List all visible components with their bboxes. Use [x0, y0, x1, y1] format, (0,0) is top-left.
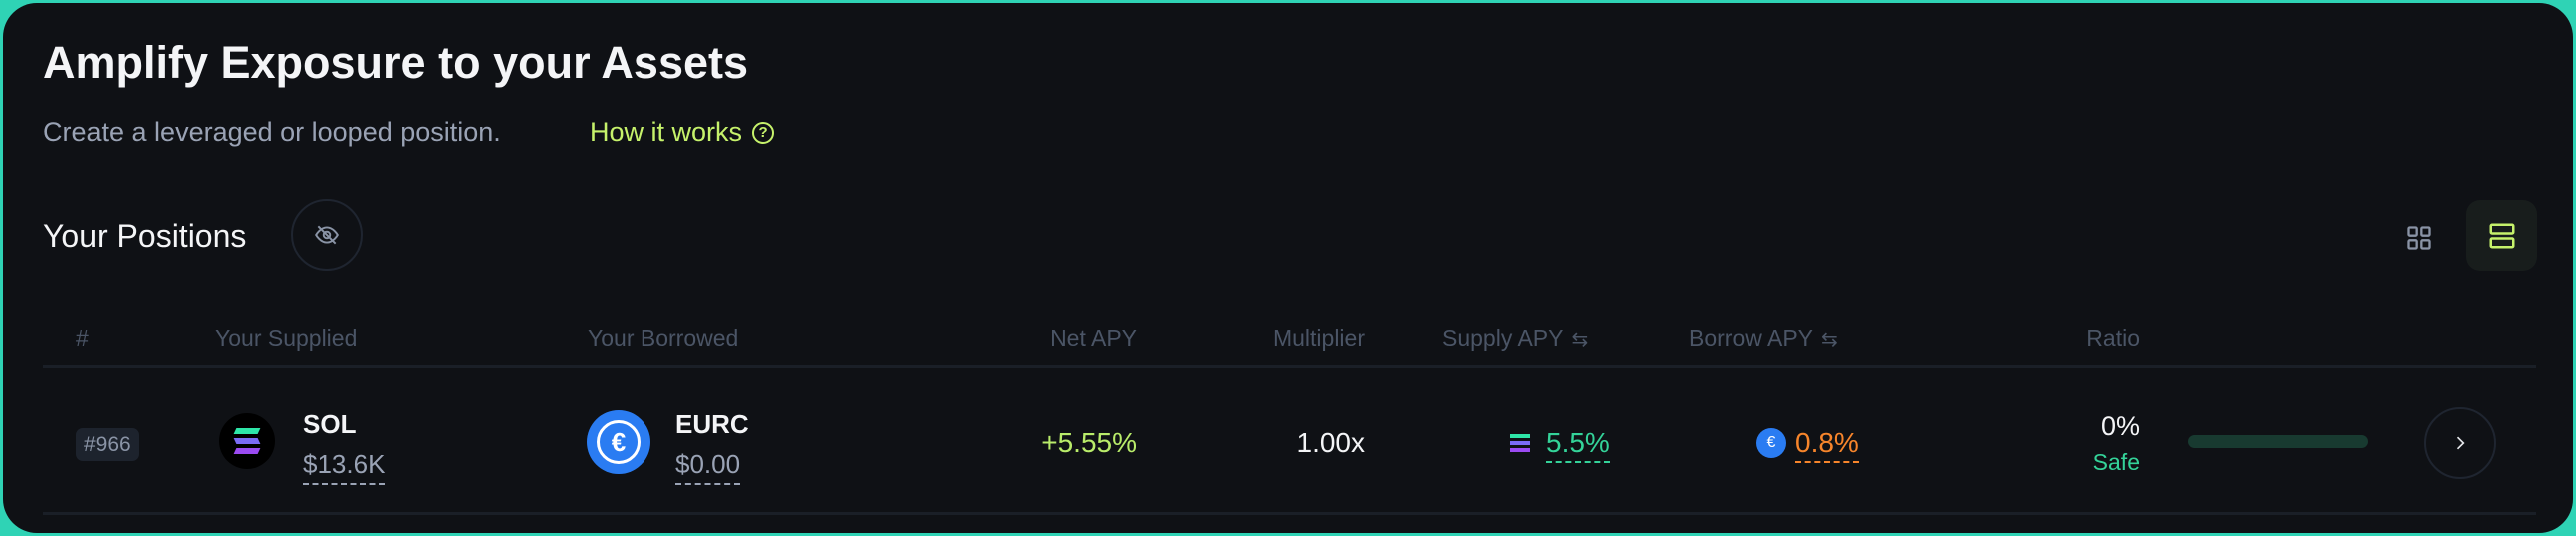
- sol-token-icon: [219, 413, 275, 469]
- borrowed-token: EURC: [675, 409, 749, 439]
- col-net-apy: Net APY: [1050, 325, 1137, 351]
- page-title: Amplify Exposure to your Assets: [43, 37, 749, 88]
- swap-arrows-icon: ⇆: [1571, 329, 1589, 351]
- eurc-token-icon: €: [587, 410, 650, 474]
- hide-positions-button[interactable]: [291, 199, 363, 271]
- eurc-small-icon: €: [1756, 428, 1786, 458]
- list-icon: [2489, 223, 2514, 248]
- header-divider: [43, 365, 2536, 368]
- question-icon: ?: [752, 121, 775, 144]
- col-ratio: Ratio: [2086, 325, 2140, 351]
- net-apy: +5.55%: [1041, 427, 1137, 458]
- multiplier: 1.00x: [1296, 427, 1366, 458]
- ratio-value: 0%: [2100, 411, 2140, 441]
- borrow-apy[interactable]: 0.8%: [1795, 427, 1859, 463]
- supplied-value[interactable]: $13.6K: [303, 449, 386, 485]
- how-it-works-label: How it works: [590, 117, 743, 147]
- col-supply-apy: Supply APY: [1442, 325, 1564, 351]
- grid-view-button[interactable]: [2396, 215, 2442, 261]
- col-borrowed: Your Borrowed: [588, 325, 739, 351]
- col-multiplier: Multiplier: [1272, 325, 1365, 351]
- amplify-card: Amplify Exposure to your Assets Create a…: [3, 3, 2573, 533]
- list-view-button[interactable]: [2466, 200, 2537, 271]
- positions-title: Your Positions: [43, 218, 247, 254]
- ratio-bar: [2188, 435, 2368, 448]
- borrowed-value[interactable]: $0.00: [675, 449, 741, 485]
- eye-off-icon: [315, 225, 339, 245]
- open-position-button[interactable]: [2424, 407, 2496, 479]
- row-divider: [43, 512, 2536, 515]
- col-borrow-apy-sort[interactable]: Borrow APY ⇆: [1689, 325, 1838, 352]
- supplied-token: SOL: [303, 409, 357, 439]
- sol-small-icon: [1510, 431, 1530, 455]
- chevron-right-icon: [2456, 436, 2465, 450]
- page-subtitle: Create a leveraged or looped position.: [43, 117, 501, 147]
- position-id-badge: #966: [76, 428, 139, 461]
- col-supply-apy-sort[interactable]: Supply APY ⇆: [1442, 325, 1588, 352]
- col-supplied: Your Supplied: [215, 325, 358, 351]
- col-borrow-apy: Borrow APY: [1689, 325, 1813, 351]
- ratio-status: Safe: [2092, 449, 2140, 475]
- how-it-works-link[interactable]: How it works?: [590, 117, 775, 148]
- col-id: #: [76, 325, 89, 351]
- grid-icon: [2407, 226, 2431, 250]
- supply-apy[interactable]: 5.5%: [1546, 427, 1610, 463]
- swap-arrows-icon: ⇆: [1821, 329, 1838, 351]
